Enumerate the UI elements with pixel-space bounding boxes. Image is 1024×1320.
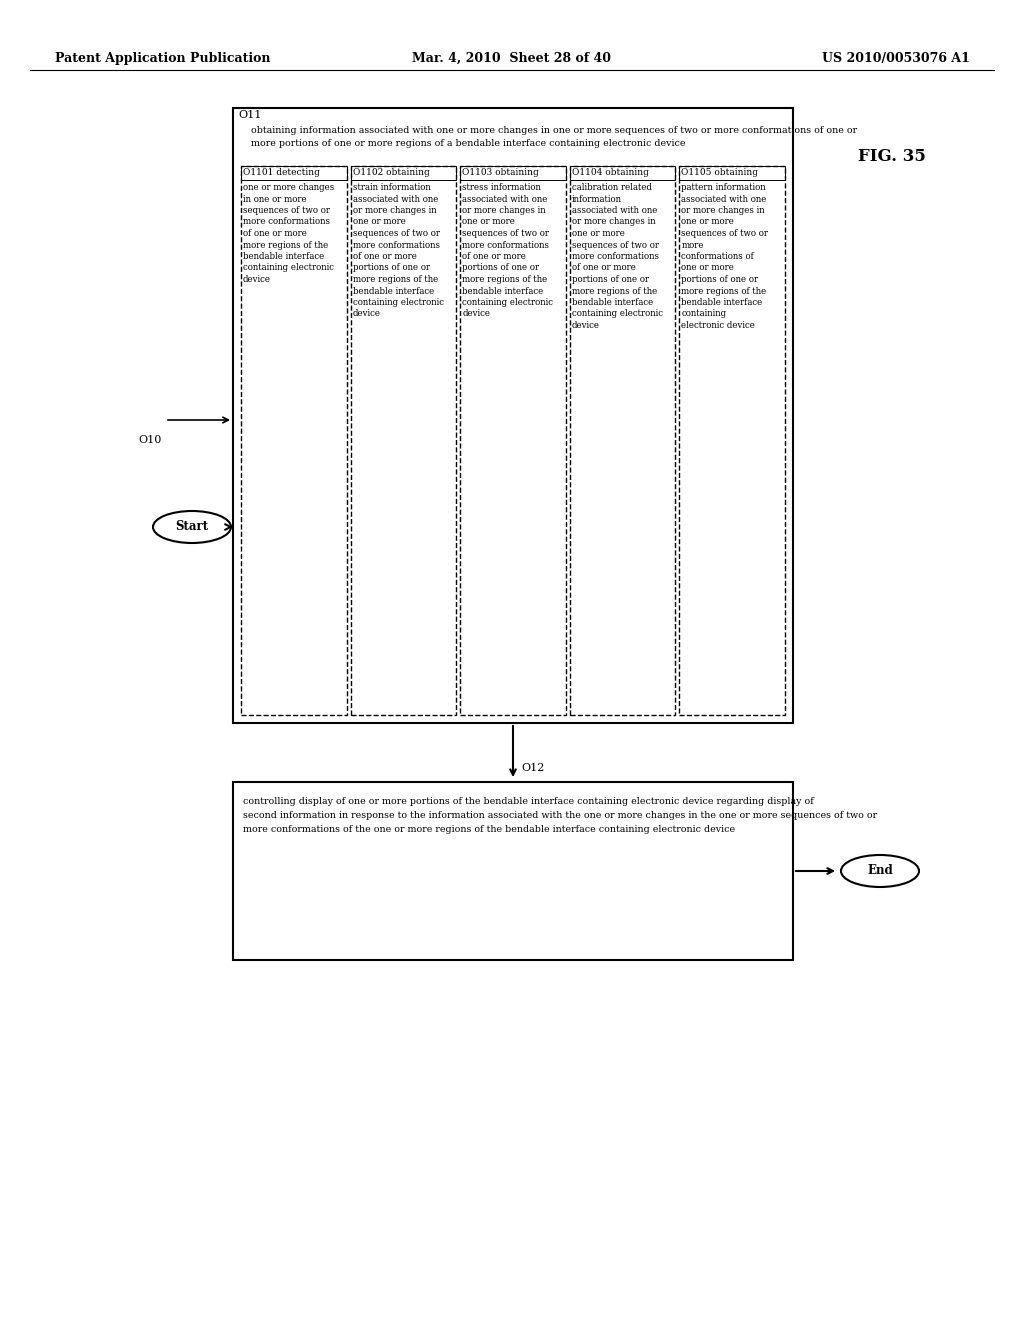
Text: O1104 obtaining: O1104 obtaining (571, 168, 648, 177)
Bar (569, 166, 676, 715)
Text: O12: O12 (521, 763, 545, 774)
Text: O1103 obtaining: O1103 obtaining (462, 168, 539, 177)
Text: O1105 obtaining: O1105 obtaining (681, 168, 759, 177)
Text: calibration related: calibration related (571, 183, 652, 191)
Bar (350, 166, 457, 180)
Text: portions of one or: portions of one or (462, 264, 540, 272)
Text: one or more: one or more (681, 264, 734, 272)
Text: bendable interface: bendable interface (352, 286, 434, 296)
Text: or more changes in: or more changes in (462, 206, 546, 215)
Text: more regions of the: more regions of the (352, 275, 438, 284)
Text: sequences of two or: sequences of two or (681, 228, 768, 238)
Text: containing electronic: containing electronic (352, 298, 443, 308)
Text: bendable interface: bendable interface (571, 298, 653, 308)
Text: of one or more: of one or more (352, 252, 417, 261)
Text: conformations of: conformations of (681, 252, 754, 261)
Text: containing: containing (681, 309, 726, 318)
Text: US 2010/0053076 A1: US 2010/0053076 A1 (822, 51, 970, 65)
Text: electronic device: electronic device (681, 321, 756, 330)
Text: second information in response to the information associated with the one or mor: second information in response to the in… (243, 810, 878, 820)
Text: sequences of two or: sequences of two or (462, 228, 549, 238)
Text: associated with one: associated with one (571, 206, 657, 215)
Text: one or more changes: one or more changes (243, 183, 334, 191)
Text: pattern information: pattern information (681, 183, 766, 191)
Text: O10: O10 (138, 436, 162, 445)
Text: associated with one: associated with one (681, 194, 767, 203)
Text: bendable interface: bendable interface (243, 252, 325, 261)
Text: obtaining information associated with one or more changes in one or more sequenc: obtaining information associated with on… (251, 125, 857, 135)
Text: of one or more: of one or more (462, 252, 526, 261)
Bar (241, 166, 346, 715)
Bar (233, 108, 793, 723)
Text: sequences of two or: sequences of two or (571, 240, 658, 249)
Text: containing electronic: containing electronic (571, 309, 663, 318)
Text: more conformations: more conformations (462, 240, 549, 249)
Bar (679, 166, 785, 715)
Text: Mar. 4, 2010  Sheet 28 of 40: Mar. 4, 2010 Sheet 28 of 40 (413, 51, 611, 65)
Text: more conformations: more conformations (243, 218, 330, 227)
Bar (350, 166, 457, 715)
Text: Start: Start (175, 520, 209, 533)
Text: portions of one or: portions of one or (571, 275, 649, 284)
Text: more conformations of the one or more regions of the bendable interface containi: more conformations of the one or more re… (243, 825, 735, 834)
Text: Patent Application Publication: Patent Application Publication (55, 51, 270, 65)
Text: more portions of one or more regions of a bendable interface containing electron: more portions of one or more regions of … (251, 139, 685, 148)
Text: O1102 obtaining: O1102 obtaining (352, 168, 429, 177)
Text: information: information (571, 194, 622, 203)
Text: stress information: stress information (462, 183, 541, 191)
Text: containing electronic: containing electronic (462, 298, 553, 308)
Text: device: device (462, 309, 490, 318)
Text: strain information: strain information (352, 183, 430, 191)
Text: bendable interface: bendable interface (681, 298, 763, 308)
Bar (679, 166, 785, 180)
Text: of one or more: of one or more (571, 264, 636, 272)
Text: O1101 detecting: O1101 detecting (243, 168, 319, 177)
Text: sequences of two or: sequences of two or (352, 228, 439, 238)
Text: more: more (681, 240, 703, 249)
Text: or more changes in: or more changes in (681, 206, 765, 215)
Text: O11: O11 (238, 110, 261, 120)
Text: device: device (571, 321, 600, 330)
Bar (460, 166, 566, 715)
Text: FIG. 35: FIG. 35 (858, 148, 926, 165)
Text: device: device (352, 309, 381, 318)
Text: more conformations: more conformations (571, 252, 658, 261)
Bar (460, 166, 566, 180)
Text: in one or more: in one or more (243, 194, 306, 203)
Text: associated with one: associated with one (462, 194, 548, 203)
Text: containing electronic: containing electronic (243, 264, 334, 272)
Text: more regions of the: more regions of the (243, 240, 329, 249)
Text: End: End (867, 865, 893, 878)
Text: one or more: one or more (571, 228, 625, 238)
Text: bendable interface: bendable interface (462, 286, 544, 296)
Text: sequences of two or: sequences of two or (243, 206, 330, 215)
Text: more regions of the: more regions of the (681, 286, 767, 296)
Text: or more changes in: or more changes in (571, 218, 655, 227)
Bar (233, 781, 793, 960)
Text: one or more: one or more (681, 218, 734, 227)
Text: of one or more: of one or more (243, 228, 307, 238)
Text: device: device (243, 275, 271, 284)
Text: controlling display of one or more portions of the bendable interface containing: controlling display of one or more porti… (243, 797, 814, 807)
Text: associated with one: associated with one (352, 194, 438, 203)
Bar (569, 166, 676, 180)
Text: more conformations: more conformations (352, 240, 439, 249)
Text: or more changes in: or more changes in (352, 206, 436, 215)
Bar (241, 166, 346, 180)
Text: one or more: one or more (352, 218, 406, 227)
Text: portions of one or: portions of one or (681, 275, 759, 284)
Text: more regions of the: more regions of the (571, 286, 657, 296)
Text: portions of one or: portions of one or (352, 264, 430, 272)
Text: one or more: one or more (462, 218, 515, 227)
Text: more regions of the: more regions of the (462, 275, 548, 284)
